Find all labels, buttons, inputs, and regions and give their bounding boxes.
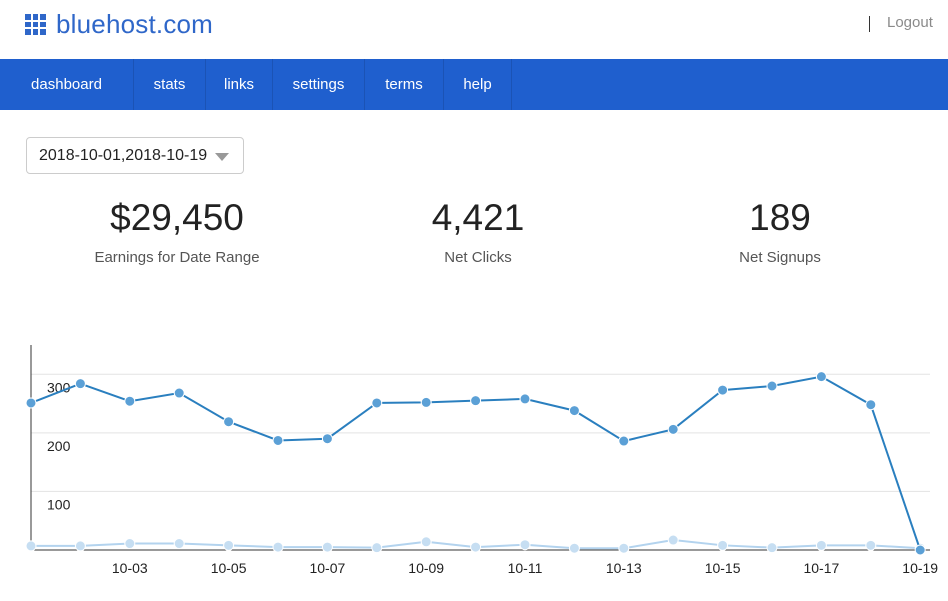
data-point[interactable] <box>717 384 729 396</box>
data-point[interactable] <box>717 539 729 551</box>
earnings-value: $29,450 <box>110 197 244 238</box>
y-tick-label: 200 <box>47 438 71 454</box>
data-point[interactable] <box>371 542 383 554</box>
data-point[interactable] <box>173 387 185 399</box>
nav-help[interactable]: help <box>444 59 512 110</box>
earnings-stat: $29,450 Earnings for Date Range <box>47 196 307 266</box>
data-point[interactable] <box>914 544 926 556</box>
data-point[interactable] <box>223 539 235 551</box>
data-point[interactable] <box>815 539 827 551</box>
y-tick-label: 300 <box>47 379 71 395</box>
nav-settings[interactable]: settings <box>273 59 365 110</box>
data-point[interactable] <box>124 395 136 407</box>
data-point[interactable] <box>321 433 333 445</box>
nav-stats[interactable]: stats <box>134 59 206 110</box>
data-point[interactable] <box>865 539 877 551</box>
data-point[interactable] <box>124 538 136 550</box>
signups-stat: 189 Net Signups <box>650 196 910 266</box>
x-tick-labels: 10-03 10-05 10-07 10-09 10-11 10-13 10-15 10-17… <box>112 560 938 576</box>
chart-grid <box>31 373 930 492</box>
main-nav: dashboard stats links settings terms hel… <box>0 59 948 110</box>
x-tick-label: 10-19 <box>902 560 938 576</box>
top-header: bluehost.com Logout <box>0 0 948 59</box>
nav-dashboard[interactable]: dashboard <box>0 59 134 110</box>
clicks-value: 4,421 <box>431 197 525 238</box>
data-point[interactable] <box>618 542 630 554</box>
data-point[interactable] <box>74 540 86 552</box>
signups-label: Net Signups <box>739 249 821 266</box>
data-point[interactable] <box>519 539 531 551</box>
data-point[interactable] <box>25 540 37 552</box>
clicks-stat: 4,421 Net Clicks <box>348 196 608 266</box>
x-tick-label: 10-05 <box>211 560 247 576</box>
data-point[interactable] <box>272 434 284 446</box>
logo-grid-icon <box>25 14 46 35</box>
data-point[interactable] <box>173 538 185 550</box>
x-tick-label: 10-17 <box>803 560 839 576</box>
earnings-label: Earnings for Date Range <box>94 249 260 266</box>
bluehost-logo[interactable]: bluehost.com <box>25 9 213 40</box>
data-point[interactable] <box>420 536 432 548</box>
clicks-label: Net Clicks <box>444 249 512 266</box>
data-point[interactable] <box>618 435 630 447</box>
data-point[interactable] <box>865 399 877 411</box>
caret-down-icon <box>215 153 229 161</box>
header-divider <box>869 16 870 32</box>
nav-links[interactable]: links <box>206 59 273 110</box>
data-point[interactable] <box>568 405 580 417</box>
x-tick-label: 10-03 <box>112 560 148 576</box>
data-point[interactable] <box>74 378 86 390</box>
date-range-value: 2018-10-01,2018-10-19 <box>39 146 208 164</box>
data-point[interactable] <box>223 416 235 428</box>
data-point[interactable] <box>321 541 333 553</box>
data-point[interactable] <box>815 371 827 383</box>
data-point[interactable] <box>371 397 383 409</box>
x-tick-label: 10-15 <box>705 560 741 576</box>
data-point[interactable] <box>25 397 37 409</box>
earnings-line-chart: 100 200 300 10-03 10-05 10-07 10-09 10-11 10-13… <box>25 345 938 576</box>
x-tick-label: 10-11 <box>508 560 543 576</box>
x-tick-label: 10-09 <box>408 560 444 576</box>
y-tick-labels: 100 200 300 <box>47 379 71 512</box>
chart-series <box>25 371 926 556</box>
data-point[interactable] <box>667 534 679 546</box>
x-tick-label: 10-07 <box>309 560 345 576</box>
data-point[interactable] <box>766 380 778 392</box>
data-point[interactable] <box>667 423 679 435</box>
data-point[interactable] <box>568 542 580 554</box>
data-point[interactable] <box>470 541 482 553</box>
data-point[interactable] <box>420 396 432 408</box>
data-point[interactable] <box>519 393 531 405</box>
logo-text: bluehost.com <box>56 9 214 39</box>
signups-value: 189 <box>749 197 811 238</box>
data-point[interactable] <box>272 541 284 553</box>
data-point[interactable] <box>766 542 778 554</box>
nav-terms[interactable]: terms <box>365 59 444 110</box>
y-tick-label: 100 <box>47 496 71 512</box>
logout-link[interactable]: Logout <box>887 14 933 31</box>
x-tick-label: 10-13 <box>606 560 642 576</box>
date-range-select[interactable]: 2018-10-01,2018-10-19 <box>26 137 244 174</box>
data-point[interactable] <box>470 395 482 407</box>
